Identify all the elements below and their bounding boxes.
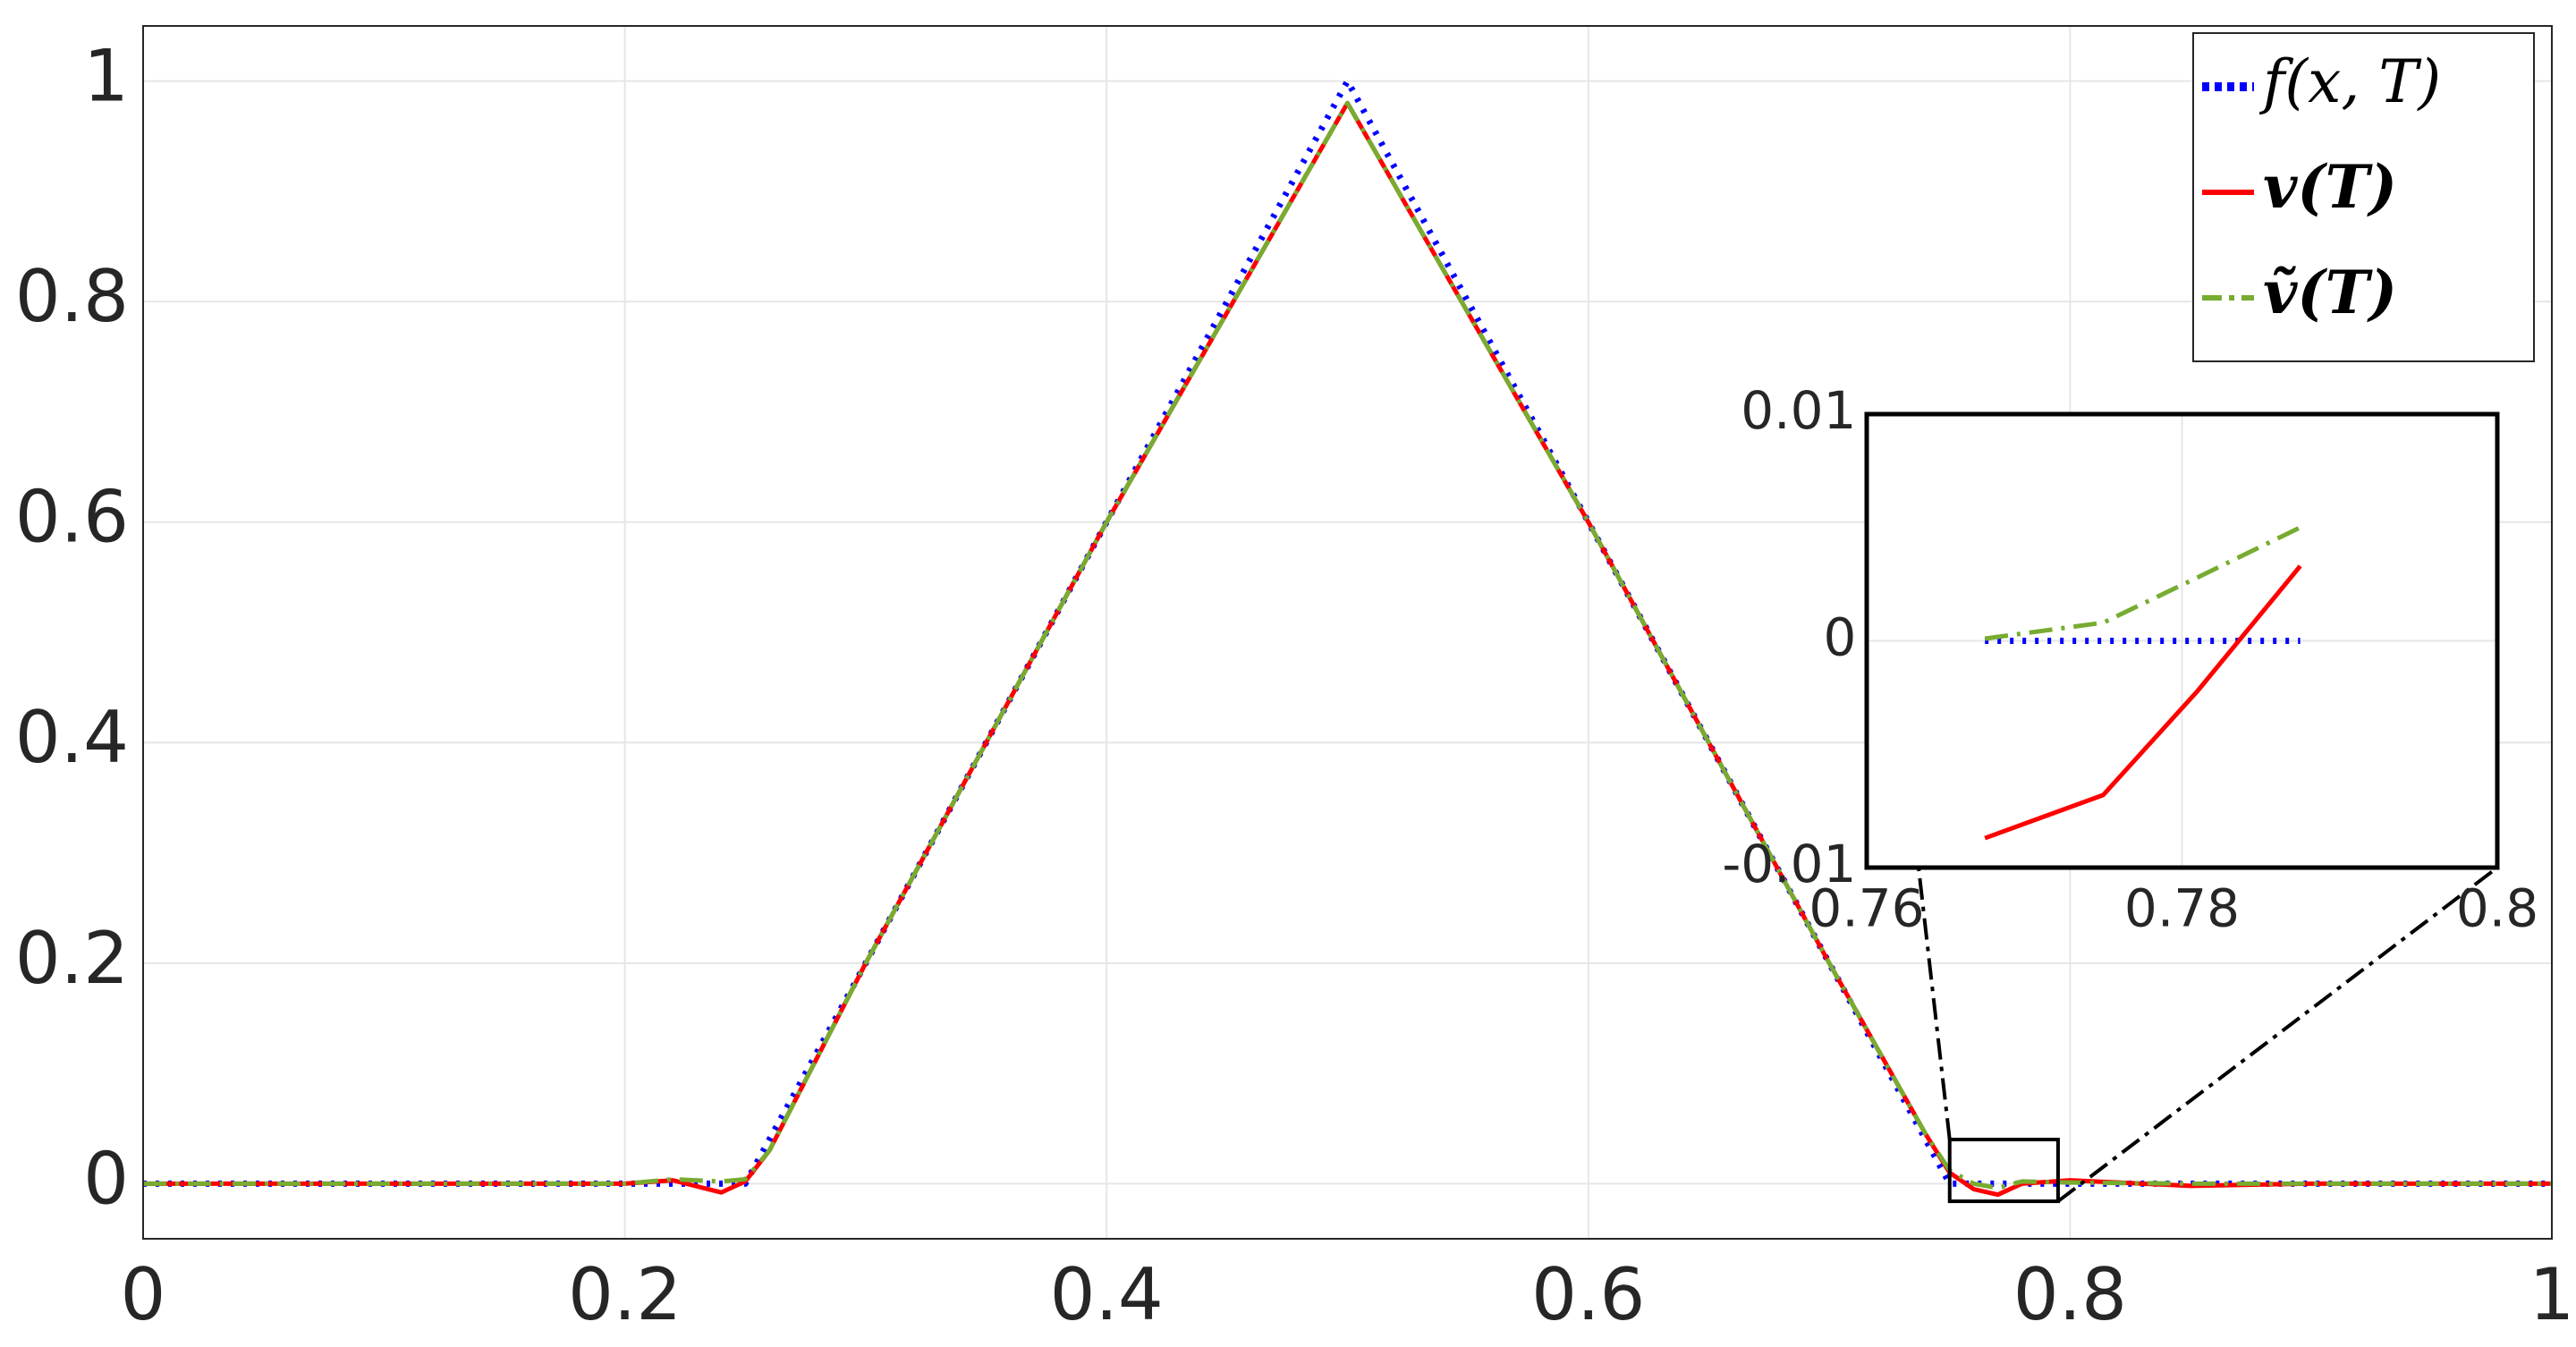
legend: f(x, T) v(T) ṽ(T) <box>2192 32 2535 362</box>
x-tick-label: 0.76 <box>1809 877 1924 938</box>
y-tick-label: 0 <box>83 1137 129 1220</box>
x-tick-label: 0.4 <box>1050 1253 1164 1336</box>
legend-box <box>2192 32 2535 362</box>
y-tick-label: 0 <box>1823 607 1856 668</box>
y-tick-label: -0.01 <box>1722 834 1856 894</box>
y-tick-label: 0.8 <box>15 255 129 338</box>
data-line <box>143 100 2552 1190</box>
y-tick-label: 0.6 <box>15 476 129 559</box>
legend-label: v(T) <box>2263 152 2397 222</box>
legend-label: f(x, T) <box>2258 47 2441 116</box>
x-tick-label: 0.6 <box>1531 1253 1645 1336</box>
data-line <box>1984 564 2302 841</box>
y-tick-label: 0.01 <box>1741 380 1856 441</box>
legend-label: ṽ(T) <box>2263 258 2397 327</box>
x-tick-label: 0 <box>121 1253 166 1336</box>
x-tick-label: 0.78 <box>2124 877 2240 938</box>
y-tick-label: 0.4 <box>15 696 129 779</box>
axes-frame <box>142 25 2553 1240</box>
axes-frame <box>1864 411 2500 870</box>
x-tick-label: 0.2 <box>568 1253 682 1336</box>
x-tick-label: 0.8 <box>2456 877 2538 938</box>
x-tick-label: 0.8 <box>2013 1253 2127 1336</box>
x-tick-label: 1 <box>2529 1253 2575 1336</box>
zoom-connector <box>2056 866 2499 1203</box>
zoom-box <box>1947 1138 2060 1204</box>
y-tick-label: 1 <box>83 35 129 118</box>
y-tick-label: 0.2 <box>15 917 129 1000</box>
data-line <box>1984 525 2301 641</box>
